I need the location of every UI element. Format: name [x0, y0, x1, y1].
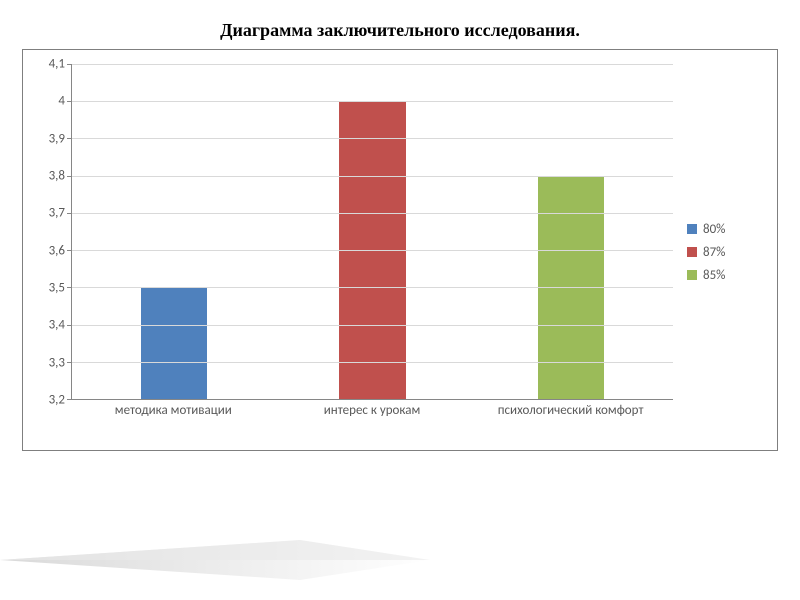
y-tick-mark — [67, 176, 72, 177]
legend-item: 87% — [687, 245, 767, 260]
y-tick-mark — [67, 101, 72, 102]
gridline — [72, 176, 673, 177]
y-tick-label: 3,3 — [49, 355, 65, 370]
legend-swatch — [687, 270, 697, 280]
legend-label: 80% — [703, 222, 725, 237]
y-tick-mark — [67, 325, 72, 326]
y-tick-label: 3,5 — [49, 281, 65, 296]
gridline — [72, 138, 673, 139]
decorative-wedge — [0, 500, 430, 600]
gridline — [72, 101, 673, 102]
y-tick-mark — [67, 213, 72, 214]
legend-item: 80% — [687, 222, 767, 237]
legend: 80% 87% 85% — [673, 64, 767, 440]
bar — [141, 287, 207, 399]
y-tick-mark — [67, 362, 72, 363]
legend-label: 87% — [703, 245, 725, 260]
y-tick-label: 4 — [58, 94, 65, 109]
y-tick-mark — [67, 287, 72, 288]
legend-label: 85% — [703, 268, 725, 283]
legend-item: 85% — [687, 268, 767, 283]
gridline — [72, 325, 673, 326]
legend-swatch — [687, 247, 697, 257]
bars-layer — [72, 64, 673, 399]
y-tick-mark — [67, 64, 72, 65]
plot-column: методика мотивации интерес к урокам психол… — [71, 64, 673, 440]
x-axis-labels: методика мотивации интерес к урокам психол… — [71, 400, 673, 440]
chart-area: 3,2 3,3 3,4 3,5 3,6 3,7 3,8 3,9 4 4,1 методика мо… — [23, 50, 777, 450]
gridline — [72, 362, 673, 363]
gridline — [72, 287, 673, 288]
category-label: психологический комфорт — [486, 404, 656, 419]
legend-swatch — [687, 224, 697, 234]
y-tick-label: 3,2 — [49, 393, 65, 408]
page: { "title": "Диаграмма заключительного ис… — [0, 0, 800, 600]
y-tick-label: 3,6 — [49, 243, 65, 258]
y-tick-mark — [67, 138, 72, 139]
chart-title: Диаграмма заключительного исследования. — [0, 0, 800, 49]
gridline — [72, 64, 673, 65]
y-tick-label: 4,1 — [49, 57, 65, 72]
plot-area — [71, 64, 673, 400]
y-tick-label: 3,8 — [49, 169, 65, 184]
category-label: методика мотивации — [88, 404, 258, 419]
gridline — [72, 250, 673, 251]
y-tick-label: 3,4 — [49, 318, 65, 333]
gridline — [72, 213, 673, 214]
y-tick-label: 3,7 — [49, 206, 65, 221]
y-tick-label: 3,9 — [49, 131, 65, 146]
chart-frame: 3,2 3,3 3,4 3,5 3,6 3,7 3,8 3,9 4 4,1 методика мо… — [22, 49, 778, 451]
category-label: интерес к урокам — [287, 404, 457, 419]
y-tick-mark — [67, 250, 72, 251]
y-axis: 3,23,33,43,53,63,73,83,944,1 — [33, 64, 71, 440]
